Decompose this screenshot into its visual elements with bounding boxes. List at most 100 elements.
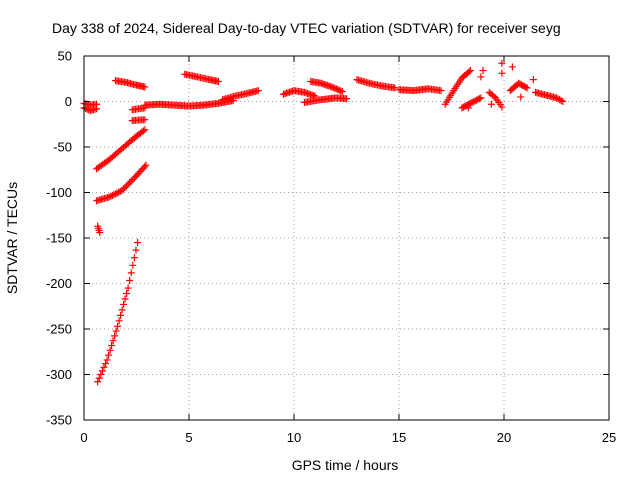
- y-tick-label: -200: [46, 276, 72, 291]
- data-point-marker: [100, 363, 108, 371]
- data-series-track: [301, 94, 350, 106]
- data-point-marker: [105, 351, 113, 359]
- data-series-track: [458, 94, 485, 112]
- grid-lines: [84, 56, 609, 420]
- data-point-marker: [141, 126, 149, 134]
- data-point-marker: [477, 73, 485, 81]
- data-point-marker: [127, 269, 135, 277]
- data-point-marker: [214, 77, 222, 85]
- scattered-points: [464, 59, 537, 112]
- data-point-marker: [472, 96, 480, 104]
- data-series-track: [93, 126, 149, 173]
- data-series-track: [128, 104, 149, 114]
- data-point-marker: [141, 163, 149, 171]
- data-point-marker: [334, 86, 342, 94]
- x-tick-label: 20: [497, 430, 511, 445]
- data-point-marker: [338, 87, 346, 95]
- data-point-marker: [106, 346, 114, 354]
- data-point-marker: [329, 84, 337, 92]
- y-tick-label: -150: [46, 231, 72, 246]
- data-point-marker: [93, 100, 101, 108]
- x-tick-label: 5: [185, 430, 192, 445]
- data-point-marker: [130, 254, 138, 262]
- data-point-marker: [124, 180, 132, 188]
- data-point-marker: [94, 378, 102, 386]
- data-point-marker: [113, 189, 121, 197]
- data-point-marker: [107, 192, 115, 200]
- y-axis-ticks: -350 -300 -250 -200 -150 -100 -50 0 50: [46, 49, 609, 428]
- data-point-marker: [126, 276, 134, 284]
- data-point-marker: [119, 185, 127, 193]
- data-point-marker: [508, 63, 516, 71]
- data-point-marker: [123, 290, 131, 298]
- y-tick-label: -100: [46, 185, 72, 200]
- data-series-track: [395, 85, 445, 95]
- data-point-marker: [517, 93, 525, 101]
- data-series-track: [485, 88, 506, 111]
- data-series-track: [128, 116, 149, 125]
- chart-title: Day 338 of 2024, Sidereal Day-to-day VTE…: [52, 20, 561, 36]
- data-point-marker: [529, 76, 537, 84]
- data-series-track: [181, 70, 222, 85]
- data-point-marker: [114, 322, 122, 330]
- data-series-track: [506, 79, 531, 95]
- data-point-marker: [557, 97, 565, 105]
- data-series-track: [441, 67, 474, 108]
- data-point-marker: [109, 337, 117, 345]
- data-point-marker: [110, 191, 118, 199]
- data-point-marker: [498, 103, 506, 111]
- data-series-track: [112, 77, 149, 91]
- data-point-marker: [474, 95, 482, 103]
- data-point-marker: [479, 67, 487, 75]
- data-markers: [80, 59, 567, 386]
- data-point-marker: [522, 83, 530, 91]
- data-point-marker: [490, 92, 498, 100]
- data-series-track: [280, 87, 319, 100]
- y-tick-label: 50: [58, 49, 72, 64]
- y-axis-label: SDTVAR / TECUs: [4, 182, 20, 294]
- data-series-track: [93, 161, 150, 205]
- data-point-marker: [115, 188, 123, 196]
- data-point-marker: [105, 193, 113, 201]
- data-point-marker: [331, 84, 339, 92]
- data-point-marker: [126, 179, 134, 187]
- data-point-marker: [123, 182, 131, 190]
- data-point-marker: [120, 300, 128, 308]
- data-point-marker: [141, 116, 149, 124]
- data-point-marker: [139, 127, 147, 135]
- x-axis-ticks: 0 5 10 15 20 25: [80, 56, 616, 445]
- data-point-marker: [142, 161, 150, 169]
- data-point-marker: [127, 177, 135, 185]
- data-point-marker: [134, 239, 142, 247]
- data-point-marker: [112, 327, 120, 335]
- data-series-track: [532, 88, 567, 105]
- data-point-marker: [523, 84, 531, 92]
- data-point-marker: [102, 360, 110, 368]
- data-point-marker: [111, 332, 119, 340]
- data-point-marker: [115, 317, 123, 325]
- data-point-marker: [141, 83, 149, 91]
- data-point-marker: [465, 68, 473, 76]
- data-point-marker: [121, 295, 129, 303]
- data-point-marker: [466, 67, 474, 75]
- data-point-marker: [559, 98, 567, 105]
- data-point-marker: [132, 246, 140, 254]
- data-point-marker: [129, 261, 137, 269]
- y-tick-label: -50: [53, 140, 72, 155]
- x-tick-label: 10: [287, 430, 301, 445]
- data-point-marker: [487, 100, 495, 108]
- data-point-marker: [98, 367, 106, 375]
- data-series-track: [219, 87, 262, 104]
- plot-frame: [83, 55, 610, 421]
- data-point-marker: [468, 99, 476, 107]
- data-point-marker: [391, 84, 399, 92]
- data-point-marker: [118, 187, 126, 195]
- x-tick-label: 15: [392, 430, 406, 445]
- data-point-marker: [103, 356, 111, 364]
- y-tick-label: -350: [46, 413, 72, 428]
- data-point-marker: [337, 87, 345, 95]
- data-point-marker: [108, 342, 116, 350]
- y-tick-label: -300: [46, 367, 72, 382]
- data-point-marker: [498, 59, 506, 67]
